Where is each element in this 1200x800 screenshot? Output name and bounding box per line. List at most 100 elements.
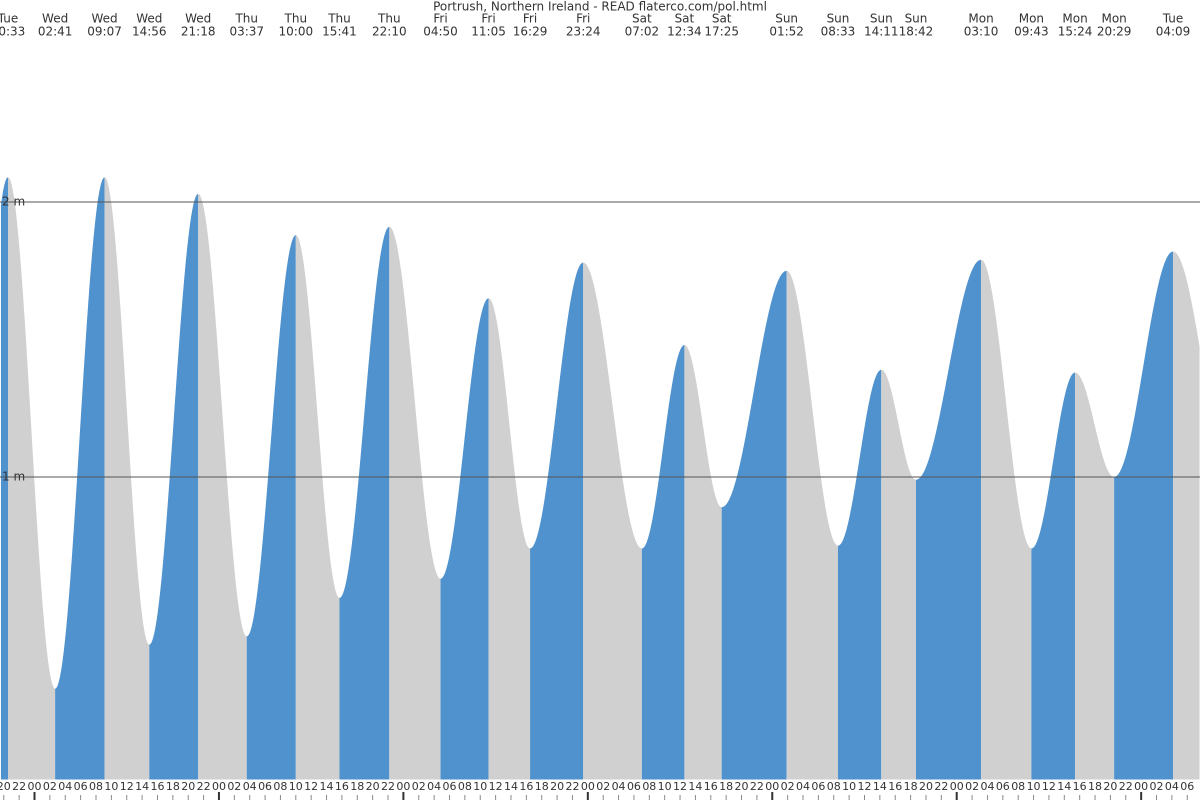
tide-segment	[1075, 372, 1115, 780]
hour-label: 08	[273, 780, 287, 793]
tide-segment	[786, 270, 838, 780]
event-day: Mon	[1062, 12, 1087, 26]
hour-label: 02	[412, 780, 426, 793]
hour-label: 14	[504, 780, 518, 793]
event-day: Fri	[576, 12, 590, 26]
hour-label: 00	[396, 780, 410, 793]
hour-label: 22	[12, 780, 26, 793]
hour-label: 06	[627, 780, 641, 793]
hour-label: 08	[1011, 780, 1025, 793]
hour-label: 06	[1180, 780, 1194, 793]
hour-label: 12	[304, 780, 318, 793]
event-day: Wed	[136, 12, 162, 26]
hour-label: 14	[688, 780, 702, 793]
event-day: Sat	[632, 12, 652, 26]
event-day: Sun	[775, 12, 798, 26]
hour-label: 06	[258, 780, 272, 793]
tide-segment	[915, 259, 982, 780]
hour-label: 06	[74, 780, 88, 793]
event-day: Fri	[433, 12, 447, 26]
hour-label: 18	[904, 780, 918, 793]
event-time: 04:09	[1156, 25, 1191, 39]
tide-segment	[530, 262, 584, 780]
hour-label: 08	[458, 780, 472, 793]
hour-label: 06	[443, 780, 457, 793]
chart-title: Portrush, Northern Ireland - READ flater…	[433, 0, 767, 14]
event-time: 09:43	[1014, 25, 1049, 39]
event-day: Mon	[968, 12, 993, 26]
tide-segment	[0, 177, 8, 780]
event-time: 20:29	[1097, 25, 1132, 39]
hour-label: 16	[335, 780, 349, 793]
event-day: Tue	[1162, 12, 1184, 26]
event-time: 03:10	[964, 25, 999, 39]
event-time: 15:24	[1058, 25, 1093, 39]
tide-segment	[684, 345, 722, 780]
hour-label: 14	[320, 780, 334, 793]
event-day: Sun	[827, 12, 850, 26]
y-tick-label: 1 m	[2, 470, 25, 484]
hour-label: 10	[658, 780, 672, 793]
tide-segment	[55, 177, 105, 780]
event-time: 11:05	[471, 25, 506, 39]
tide-segment	[1173, 251, 1200, 780]
hour-label: 02	[1150, 780, 1164, 793]
hour-label: 02	[596, 780, 610, 793]
event-time: 08:33	[821, 25, 856, 39]
hour-label: 02	[781, 780, 795, 793]
event-day: Wed	[91, 12, 117, 26]
tide-segment	[198, 193, 247, 780]
tide-segment	[1031, 372, 1076, 780]
event-time: 10:00	[279, 25, 314, 39]
tide-segment	[721, 270, 787, 780]
hour-label: 00	[28, 780, 42, 793]
hour-label: 20	[735, 780, 749, 793]
hour-label: 00	[950, 780, 964, 793]
hour-label: 04	[243, 780, 257, 793]
hour-label: 00	[765, 780, 779, 793]
hour-label: 04	[1165, 780, 1179, 793]
tide-segment	[339, 226, 390, 780]
hour-label: 10	[104, 780, 118, 793]
hour-label: 22	[750, 780, 764, 793]
hour-label: 02	[965, 780, 979, 793]
event-day: Thu	[234, 12, 258, 26]
event-time: 21:18	[181, 25, 216, 39]
hour-label: 14	[135, 780, 149, 793]
event-day: Sat	[712, 12, 732, 26]
hour-label: 18	[719, 780, 733, 793]
hour-label: 00	[212, 780, 226, 793]
tide-segment	[8, 177, 56, 780]
hour-label: 04	[796, 780, 810, 793]
event-day: Mon	[1019, 12, 1044, 26]
tide-segment	[583, 262, 642, 780]
event-time: 17:25	[704, 25, 739, 39]
hour-label: 16	[519, 780, 533, 793]
y-tick-label: 2 m	[2, 195, 25, 209]
event-day: Tue	[0, 12, 18, 26]
hour-label: 10	[473, 780, 487, 793]
hour-label: 18	[535, 780, 549, 793]
hour-label: 20	[181, 780, 195, 793]
event-day: Mon	[1101, 12, 1126, 26]
hour-label: 14	[1057, 780, 1071, 793]
hour-label: 04	[612, 780, 626, 793]
hour-label: 12	[857, 780, 871, 793]
hour-label: 20	[0, 780, 11, 793]
tide-segment	[104, 177, 150, 780]
hour-label: 12	[673, 780, 687, 793]
hour-label: 02	[43, 780, 57, 793]
hour-label: 20	[1103, 780, 1117, 793]
event-day: Sun	[905, 12, 928, 26]
tide-segment	[149, 193, 199, 780]
hour-label: 20	[919, 780, 933, 793]
hour-label: 08	[642, 780, 656, 793]
hour-label: 18	[1088, 780, 1102, 793]
event-time: 03:37	[229, 25, 264, 39]
event-time: 09:07	[87, 25, 122, 39]
hour-label: 16	[704, 780, 718, 793]
tide-segment	[389, 226, 441, 780]
hour-label: 02	[227, 780, 241, 793]
hour-label: 16	[150, 780, 164, 793]
hour-label: 06	[996, 780, 1010, 793]
